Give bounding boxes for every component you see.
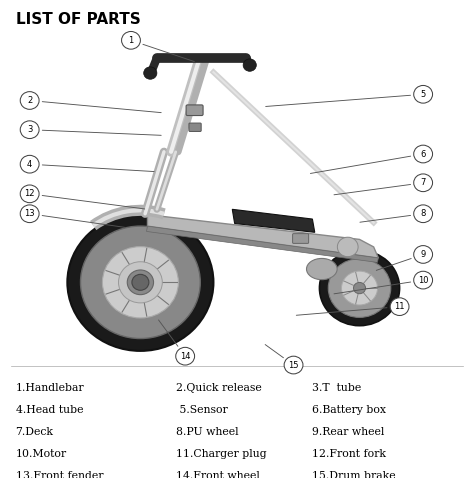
Text: 3.T  tube: 3.T tube [312, 383, 362, 393]
Circle shape [284, 356, 303, 374]
FancyBboxPatch shape [292, 234, 309, 243]
Circle shape [337, 237, 358, 257]
Circle shape [414, 205, 433, 223]
Text: 14.Front wheel: 14.Front wheel [176, 471, 260, 478]
Circle shape [67, 214, 213, 351]
Circle shape [414, 271, 433, 289]
Text: 6.Battery box: 6.Battery box [312, 405, 386, 415]
Circle shape [102, 247, 178, 318]
Polygon shape [146, 226, 378, 262]
Text: 13: 13 [24, 209, 35, 218]
Text: 10: 10 [418, 276, 428, 284]
Circle shape [328, 259, 391, 317]
Text: 4: 4 [27, 160, 32, 169]
Text: 5: 5 [420, 90, 426, 99]
Text: 7: 7 [420, 178, 426, 187]
Text: 15.Drum brake: 15.Drum brake [312, 471, 396, 478]
Text: 1: 1 [128, 36, 134, 45]
Circle shape [118, 262, 162, 303]
Circle shape [20, 205, 39, 223]
Text: 1.Handlebar: 1.Handlebar [16, 383, 84, 393]
Circle shape [132, 274, 149, 290]
Circle shape [414, 246, 433, 263]
Text: 12: 12 [25, 189, 35, 198]
Text: 8.PU wheel: 8.PU wheel [176, 427, 238, 437]
Text: 12.Front fork: 12.Front fork [312, 449, 386, 459]
Text: 9: 9 [420, 250, 426, 259]
Circle shape [243, 59, 256, 71]
Circle shape [319, 250, 400, 326]
Circle shape [20, 121, 39, 139]
Ellipse shape [307, 259, 337, 280]
Text: 3: 3 [27, 125, 32, 134]
Text: 4.Head tube: 4.Head tube [16, 405, 83, 415]
Text: 9.Rear wheel: 9.Rear wheel [312, 427, 385, 437]
Circle shape [176, 348, 195, 365]
Circle shape [81, 226, 201, 338]
Circle shape [20, 92, 39, 109]
Circle shape [414, 86, 433, 103]
Text: 11: 11 [394, 302, 405, 311]
Polygon shape [147, 215, 378, 258]
Polygon shape [232, 209, 315, 232]
Circle shape [121, 32, 140, 49]
Circle shape [390, 298, 409, 315]
Text: 2.Quick release: 2.Quick release [176, 383, 262, 393]
Circle shape [414, 145, 433, 163]
Text: 8: 8 [420, 209, 426, 218]
Text: 14: 14 [180, 352, 191, 361]
Text: 6: 6 [420, 150, 426, 159]
Circle shape [20, 185, 39, 203]
Text: 7.Deck: 7.Deck [16, 427, 54, 437]
Text: 15: 15 [288, 360, 299, 369]
FancyBboxPatch shape [189, 123, 201, 131]
Circle shape [341, 271, 378, 305]
Text: 13.Front fender: 13.Front fender [16, 471, 103, 478]
Circle shape [127, 270, 154, 294]
Circle shape [144, 67, 157, 79]
Circle shape [414, 174, 433, 192]
Text: 11.Charger plug: 11.Charger plug [176, 449, 266, 459]
FancyBboxPatch shape [186, 105, 203, 116]
Text: 2: 2 [27, 96, 32, 105]
Text: 5.Sensor: 5.Sensor [176, 405, 228, 415]
Text: LIST OF PARTS: LIST OF PARTS [16, 12, 140, 27]
Circle shape [354, 282, 365, 293]
Text: 10.Motor: 10.Motor [16, 449, 67, 459]
Circle shape [20, 155, 39, 173]
